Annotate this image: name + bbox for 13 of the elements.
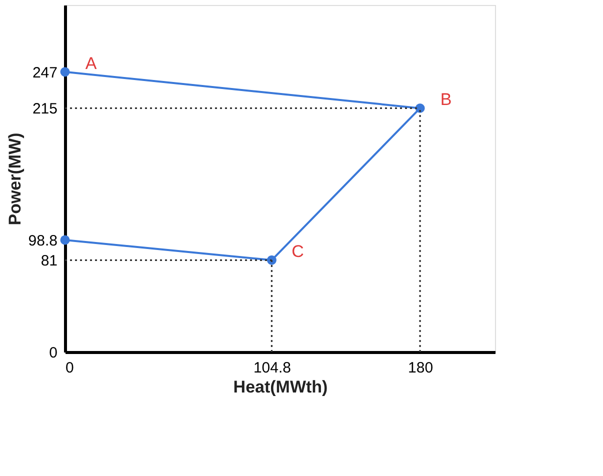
y-tick-label: 0 xyxy=(49,344,58,362)
y-axis-title: Power(MW) xyxy=(5,132,24,226)
x-tick-label: 104.8 xyxy=(253,360,291,376)
annotation: C xyxy=(292,242,304,262)
y-tick-label: 81 xyxy=(40,252,58,270)
y-tick-label: 98.8 xyxy=(28,232,58,250)
y-tick-label: 247 xyxy=(32,64,58,82)
annotation: B xyxy=(440,90,452,110)
y-tick-label: 215 xyxy=(32,100,58,118)
x-axis-title: Heat(MWth) xyxy=(233,378,328,396)
x-tick-label: 0 xyxy=(66,360,74,376)
x-tick-label: 180 xyxy=(408,360,434,376)
annotation: A xyxy=(85,54,98,73)
